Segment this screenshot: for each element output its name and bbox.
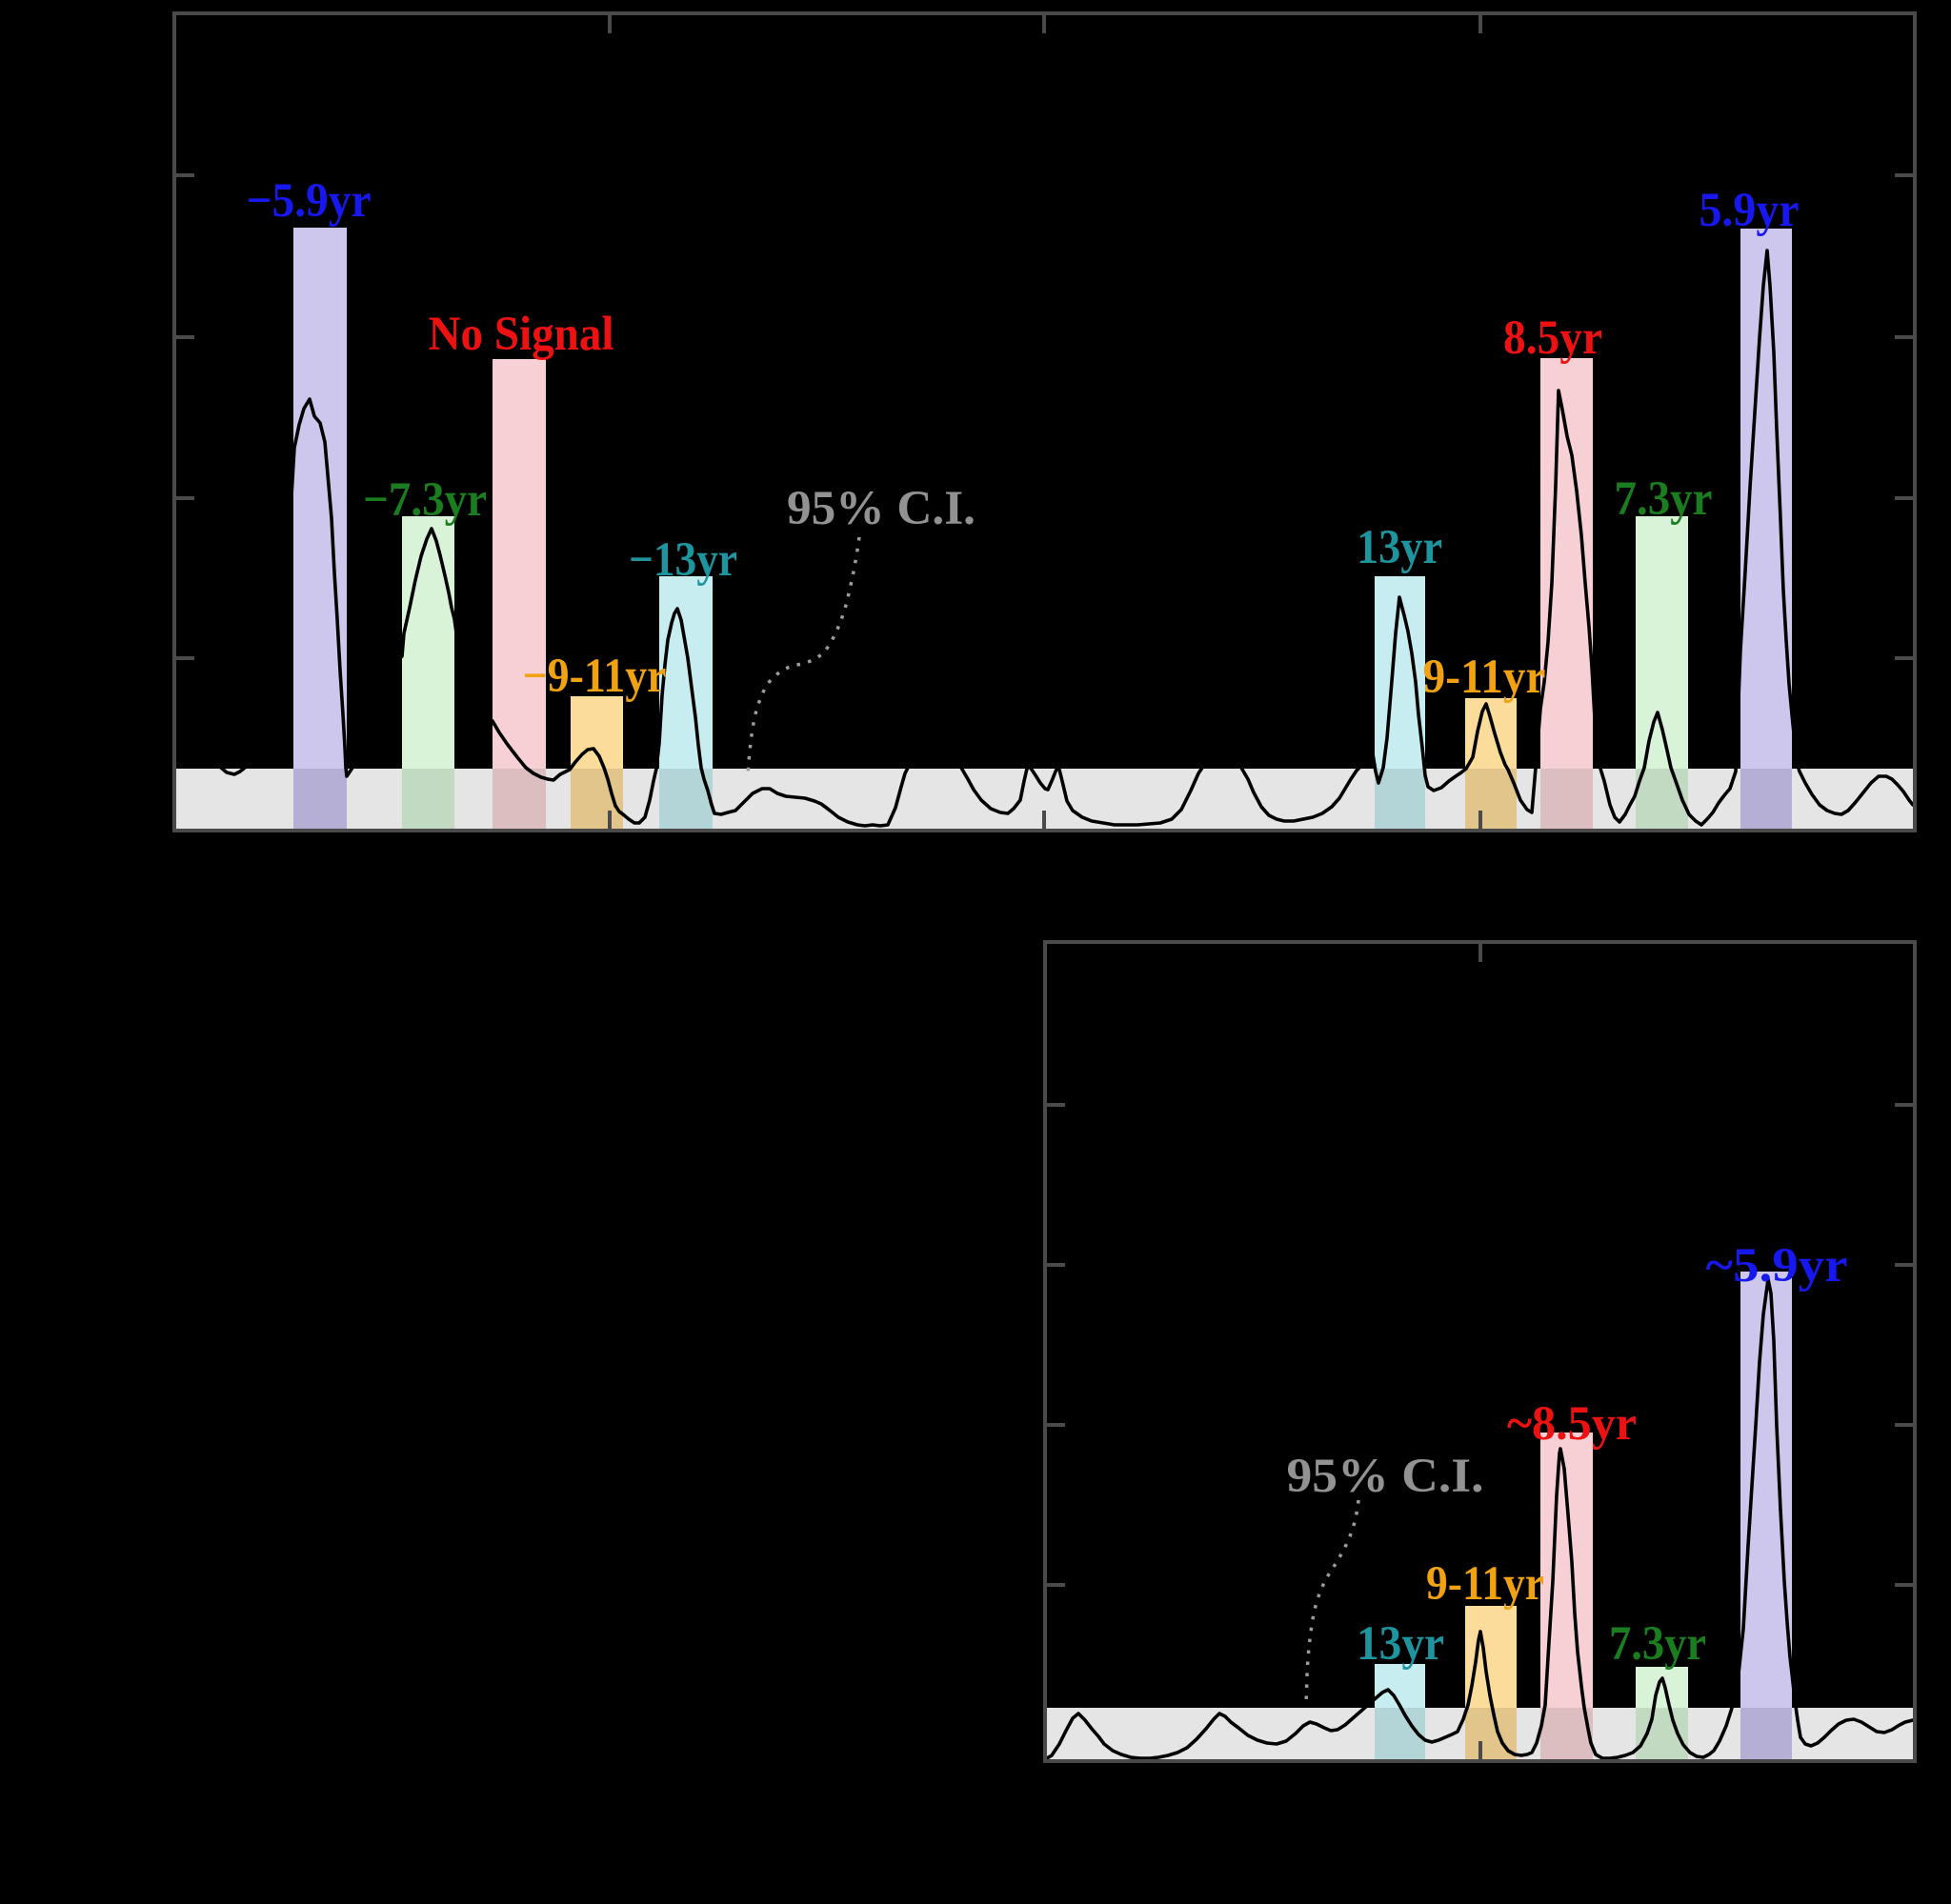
svg-text:13yr: 13yr (1357, 1617, 1444, 1671)
svg-text:95% C.I.: 95% C.I. (787, 482, 976, 535)
svg-text:−7.3yr: −7.3yr (363, 473, 487, 527)
svg-text:9-11yr: 9-11yr (1426, 1557, 1544, 1611)
svg-text:~5.9yr: ~5.9yr (1706, 1239, 1848, 1293)
svg-text:7.3yr: 7.3yr (1609, 1617, 1706, 1671)
svg-text:8.5yr: 8.5yr (1503, 311, 1602, 365)
svg-text:9-11yr: 9-11yr (1423, 651, 1546, 704)
svg-text:7.3yr: 7.3yr (1615, 472, 1713, 526)
svg-text:No Signal: No Signal (429, 308, 614, 361)
svg-text:−13yr: −13yr (629, 533, 737, 587)
svg-text:~8.5yr: ~8.5yr (1507, 1397, 1637, 1451)
svg-text:95% C.I.: 95% C.I. (1287, 1450, 1484, 1503)
svg-text:−5.9yr: −5.9yr (247, 174, 372, 228)
svg-text:5.9yr: 5.9yr (1700, 184, 1800, 237)
svg-text:13yr: 13yr (1357, 521, 1442, 574)
svg-text:−9-11yr: −9-11yr (523, 650, 667, 703)
